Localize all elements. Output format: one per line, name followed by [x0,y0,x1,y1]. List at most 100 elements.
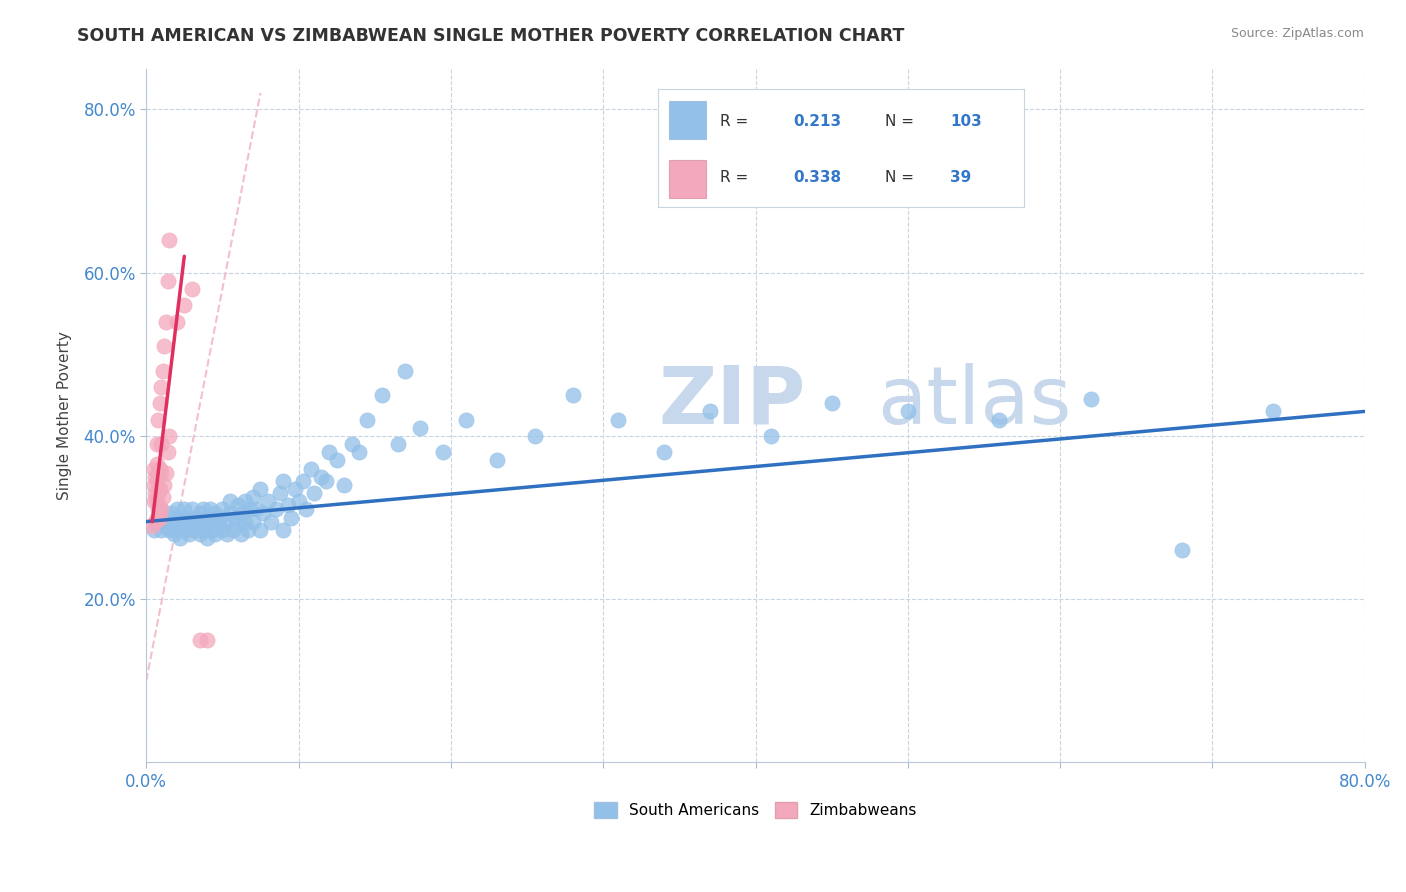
Point [191,502,214,516]
Point [149,482,172,496]
Point [264,502,287,516]
Point [249,482,271,496]
Point [242,515,264,529]
Point [150,380,173,394]
Point [173,510,195,524]
Point [148,502,170,516]
Point [180,282,202,296]
Point [215,526,238,541]
Point [207,510,229,524]
Point [143,515,166,529]
Point [180,502,202,516]
Point [193,523,215,537]
Point [295,502,318,516]
Point [349,445,371,459]
Point [195,510,218,524]
Point [156,274,179,288]
Point [162,526,184,541]
Point [141,518,163,533]
Point [150,466,173,480]
Point [143,469,166,483]
Point [149,510,172,524]
Point [394,363,416,377]
Point [195,632,218,647]
Point [211,502,233,516]
Point [195,515,218,529]
Point [146,474,169,488]
Point [173,523,195,537]
Point [169,510,191,524]
Point [333,478,356,492]
Point [226,515,249,529]
Point [173,502,195,516]
Point [211,523,233,537]
Point [166,523,188,537]
Point [485,453,508,467]
Point [257,494,280,508]
Point [523,429,546,443]
Point [157,510,180,524]
Y-axis label: Single Mother Poverty: Single Mother Poverty [58,331,72,500]
Point [148,510,170,524]
Point [271,523,294,537]
Point [277,498,299,512]
Point [652,445,675,459]
Point [204,526,226,541]
Point [387,437,409,451]
Point [148,412,170,426]
Point [456,412,478,426]
Text: atlas: atlas [877,363,1071,441]
Point [204,507,226,521]
Point [249,523,271,537]
Point [233,494,256,508]
Point [142,461,165,475]
Point [186,523,208,537]
Point [150,502,173,516]
Text: SOUTH AMERICAN VS ZIMBABWEAN SINGLE MOTHER POVERTY CORRELATION CHART: SOUTH AMERICAN VS ZIMBABWEAN SINGLE MOTH… [77,27,904,45]
Point [156,445,179,459]
Point [155,315,177,329]
Point [233,515,256,529]
Point [188,507,211,521]
Point [409,421,432,435]
Point [150,523,173,537]
Point [153,478,176,492]
Point [153,339,176,353]
Point [325,453,347,467]
Point [252,507,274,521]
Point [222,523,245,537]
Point [169,531,191,545]
Point [180,515,202,529]
Point [260,515,283,529]
Point [198,502,221,516]
Point [229,526,252,541]
Point [184,510,207,524]
Point [311,469,333,483]
Point [239,502,262,516]
Point [188,515,211,529]
Point [188,526,211,541]
Point [143,486,166,500]
Point [166,515,188,529]
Point [280,510,302,524]
Point [226,498,249,512]
Legend: South Americans, Zimbabweans: South Americans, Zimbabweans [588,796,924,824]
Point [302,486,325,500]
Point [176,515,198,529]
Point [287,494,309,508]
Point [166,502,188,516]
Point [897,404,920,418]
Point [157,233,180,247]
Point [152,363,174,377]
Point [166,315,188,329]
Point [201,523,224,537]
Point [142,523,165,537]
Point [699,404,721,418]
Point [146,458,169,472]
Point [371,388,394,402]
Point [759,429,782,443]
Point [238,523,260,537]
Point [142,494,165,508]
Point [214,515,236,529]
Point [173,298,195,312]
